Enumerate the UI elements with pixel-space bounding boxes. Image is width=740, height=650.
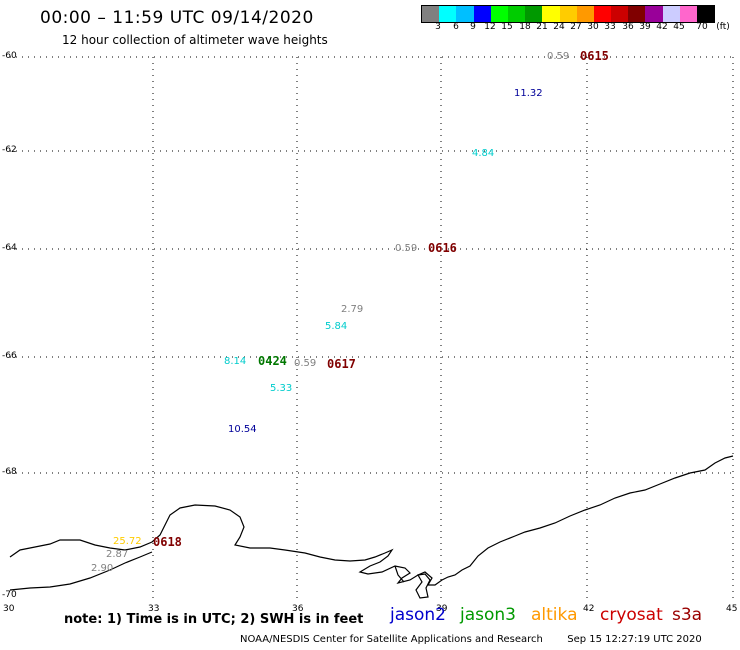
coastline-main (9, 455, 734, 586)
legend-swatch (439, 6, 457, 22)
wave-height-value: 0.59 (547, 51, 570, 62)
legend-swatch (576, 6, 594, 22)
color-scale-legend (421, 5, 716, 23)
wave-height-value: 5.84 (325, 321, 348, 332)
legend-tick-label: 24 (553, 22, 565, 32)
wave-height-value: 25.72 (113, 536, 142, 547)
pass-time-label: 0616 (428, 241, 457, 255)
pass-time-label: 0618 (153, 535, 182, 549)
wave-height-value: 2.87 (106, 549, 129, 560)
generation-timestamp: Sep 15 12:27:19 UTC 2020 (567, 634, 702, 645)
longitude-label: 42 (583, 604, 595, 614)
pass-time-label: 0617 (327, 357, 356, 371)
legend-swatch (662, 6, 680, 22)
graticule (10, 56, 734, 600)
satellite-jason2: jason2 (390, 605, 446, 625)
wave-height-value: 2.79 (341, 304, 364, 315)
wave-height-value: 11.32 (514, 88, 543, 99)
legend-swatch (473, 6, 491, 22)
wave-height-value: 0.59 (294, 358, 317, 369)
legend-swatch (490, 6, 508, 22)
footer-note: note: 1) Time is in UTC; 2) SWH is in fe… (64, 612, 364, 627)
legend-swatch (628, 6, 646, 22)
legend-tick-label: 18 (519, 22, 531, 32)
legend-tick-label: 12 (484, 22, 496, 32)
longitude-label: 33 (148, 604, 160, 614)
coast-inlet (394, 565, 405, 583)
legend-tick-label: 27 (570, 22, 582, 32)
wave-height-value: 5.33 (270, 383, 293, 394)
coastline (9, 455, 734, 599)
legend-swatch (645, 6, 663, 22)
wave-height-value: 8.14 (224, 356, 247, 367)
map-canvas (9, 56, 734, 600)
legend-swatch (611, 6, 629, 22)
credit-text: NOAA/NESDIS Center for Satellite Applica… (240, 634, 543, 645)
legend-swatch (593, 6, 612, 22)
satellite-cryosat: cryosat (600, 605, 663, 625)
legend-swatch (507, 6, 526, 22)
legend-tick-label: 33 (604, 22, 616, 32)
satellite-jason3: jason3 (460, 605, 516, 625)
pass-time-label: 0615 (580, 49, 609, 63)
legend-swatch (542, 6, 560, 22)
pass-time-label: 0424 (258, 354, 287, 368)
latitude-label: -68 (2, 467, 17, 477)
legend-tick-label: 70 (696, 22, 708, 32)
legend-tick-label: 30 (587, 22, 599, 32)
legend-tick-label: 45 (673, 22, 685, 32)
latitude-label: -62 (2, 145, 17, 155)
credit-line: NOAA/NESDIS Center for Satellite Applica… (240, 634, 702, 645)
latitude-label: -70 (2, 590, 17, 600)
wave-height-value: 2.90 (91, 563, 114, 574)
satellite-altika: altika (531, 605, 578, 625)
wave-height-value: 0.59 (395, 243, 418, 254)
latitude-label: -66 (2, 351, 17, 361)
legend-unit: (ft) (716, 22, 730, 32)
legend-swatch (525, 6, 543, 22)
legend-swatch (679, 6, 697, 22)
legend-tick-label: 39 (639, 22, 651, 32)
legend-swatch (697, 6, 715, 22)
legend-tick-label: 42 (656, 22, 668, 32)
longitude-label: 39 (436, 604, 448, 614)
latitude-label: -60 (2, 51, 17, 61)
legend-tick-label: 21 (536, 22, 548, 32)
wave-height-value: 10.54 (228, 424, 257, 435)
legend-swatch (422, 6, 440, 22)
page-title: 00:00 – 11:59 UTC 09/14/2020 (40, 8, 314, 28)
island (415, 573, 431, 599)
satellite-s3a: s3a (672, 605, 703, 625)
longitude-label: 30 (3, 604, 15, 614)
legend-tick-label: 9 (470, 22, 476, 32)
legend-swatch (559, 6, 577, 22)
longitude-label: 36 (292, 604, 304, 614)
legend-swatch (456, 6, 474, 22)
legend-tick-label: 15 (501, 22, 513, 32)
page-subtitle: 12 hour collection of altimeter wave hei… (62, 33, 328, 47)
legend-tick-label: 36 (622, 22, 634, 32)
legend-tick-label: 3 (435, 22, 441, 32)
legend-tick-label: 6 (453, 22, 459, 32)
latitude-label: -64 (2, 243, 17, 253)
wave-height-value: 4.84 (472, 148, 495, 159)
longitude-label: 45 (726, 604, 738, 614)
coastline-south (9, 551, 153, 591)
